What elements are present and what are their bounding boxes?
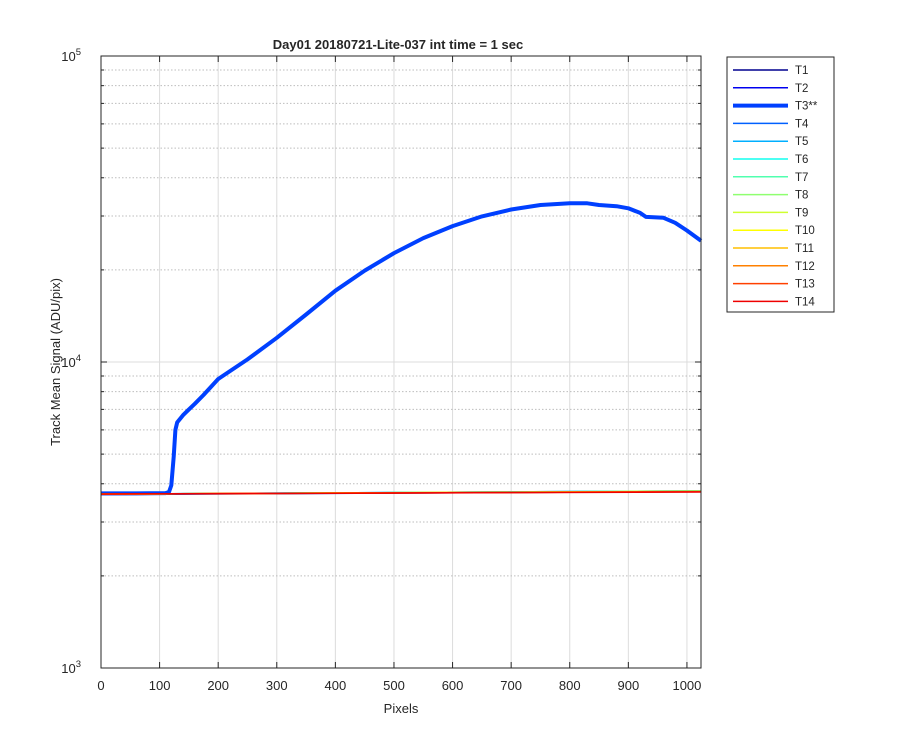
legend-label: T6 (795, 154, 808, 166)
legend-entry: T13 (733, 279, 815, 291)
x-tick-label: 100 (149, 678, 171, 693)
x-tick-label: 400 (325, 678, 347, 693)
legend-entry: T11 (733, 243, 814, 255)
legend-label: T11 (795, 243, 814, 255)
legend-label: T12 (795, 261, 815, 273)
legend-entry: T7 (733, 172, 808, 184)
x-tick-label: 800 (559, 678, 581, 693)
legend-entry: T10 (733, 225, 815, 237)
series-t3 (101, 201, 703, 496)
legend-label: T2 (795, 83, 808, 95)
x-tick-label: 300 (266, 678, 288, 693)
legend-entry: T8 (733, 190, 808, 202)
x-tick-label: 200 (207, 678, 229, 693)
legend-label: T13 (795, 279, 815, 291)
legend-entry: T2 (733, 83, 808, 95)
x-tick-label: 500 (383, 678, 405, 693)
x-tick-label: 600 (442, 678, 464, 693)
y-tick-exponent: 3 (76, 659, 81, 670)
legend-label: T9 (795, 207, 808, 219)
legend-label: T14 (795, 296, 815, 308)
legend: T1 T2 T3** T4 T5 T6 T7 T8 T9 T10 T11 T12 T13 T14 (726, 56, 835, 313)
x-tick-label: 1000 (672, 678, 701, 693)
x-tick-label: 700 (500, 678, 522, 693)
x-tick-label: 0 (97, 678, 104, 693)
legend-label: T3** (795, 101, 818, 113)
series-layer (100, 201, 703, 496)
grid (101, 56, 701, 668)
legend-entry: T1 (733, 65, 808, 77)
legend-entry: T4 (733, 118, 809, 130)
legend-entry: T5 (733, 136, 808, 148)
series-t14 (100, 491, 702, 495)
legend-label: T4 (795, 118, 809, 130)
legend-label: T8 (795, 190, 808, 202)
legend-entry: T12 (733, 261, 815, 273)
legend-label: T1 (795, 65, 808, 77)
y-tick-exponent: 5 (76, 47, 81, 58)
legend-label: T5 (795, 136, 808, 148)
legend-entry: T3** (733, 101, 818, 113)
y-axis-label: Track Mean Signal (ADU/pix) (48, 278, 63, 446)
series-line (101, 201, 703, 496)
y-tick-exponent: 4 (76, 353, 81, 364)
series-line (100, 491, 702, 495)
x-tick-label: 900 (617, 678, 639, 693)
legend-entry: T9 (733, 207, 808, 219)
chart-title: Day01 20180721-Lite-037 int time = 1 sec (273, 37, 523, 52)
legend-label: T7 (795, 172, 808, 184)
legend-label: T10 (795, 225, 815, 237)
x-axis: 0 100 200 300 400 500 600 700 800 900 1000 (97, 56, 701, 693)
legend-entry: T6 (733, 154, 808, 166)
legend-entry: T14 (733, 296, 815, 308)
x-axis-label: Pixels (384, 701, 419, 716)
